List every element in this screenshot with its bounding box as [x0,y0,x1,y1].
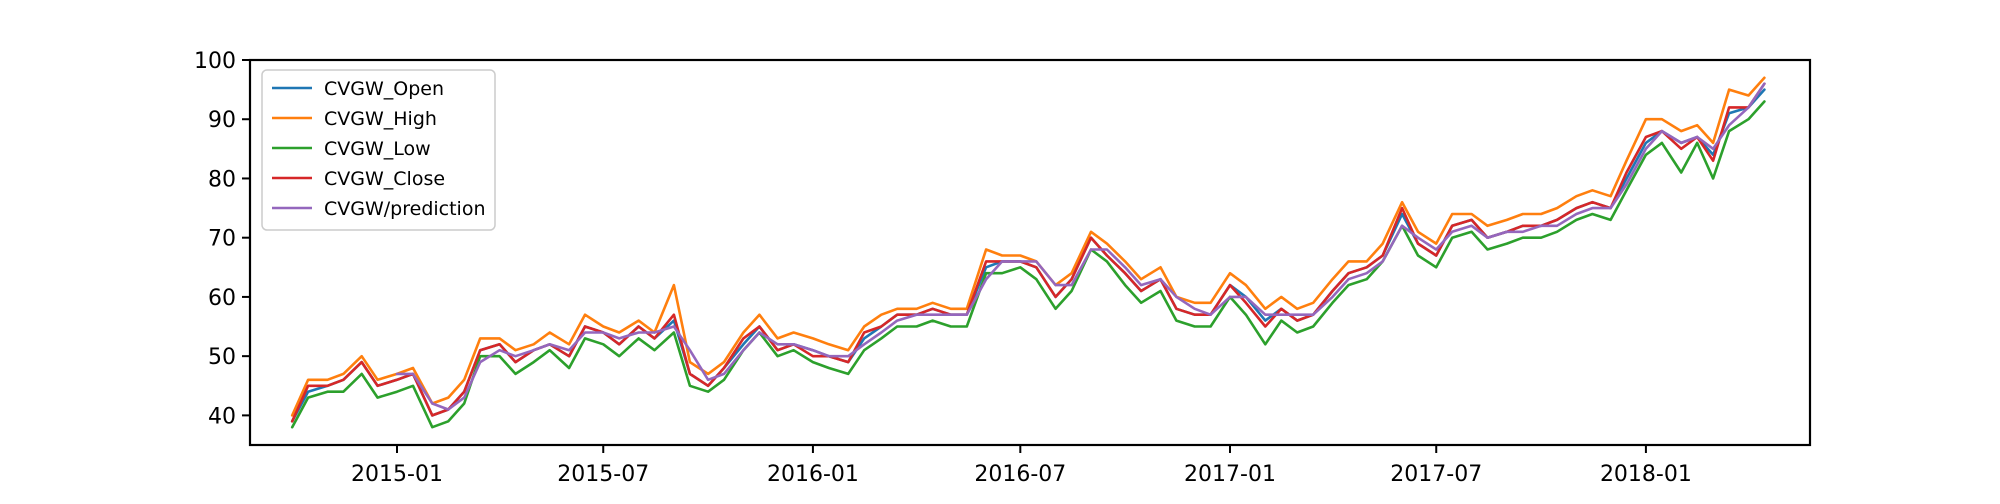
legend-label: CVGW_Low [324,138,431,160]
y-tick-label: 40 [208,404,236,429]
y-tick-label: 70 [208,227,236,252]
x-tick-label: 2015-01 [351,462,443,487]
x-tick-label: 2015-07 [557,462,649,487]
series-line-cvgw-high [290,76,1766,417]
y-tick-label: 90 [208,108,236,133]
x-tick-label: 2018-01 [1600,462,1692,487]
legend-label: CVGW_High [324,108,437,130]
axes: 40 50 60 70 80 90 100 2015-01 2015-07 2016-01 2016… [194,49,1812,487]
series-line-cvgw-prediction [395,82,1766,411]
x-tick-label: 2016-07 [974,462,1066,487]
x-tick-label: 2017-07 [1390,462,1482,487]
legend-label: CVGW_Open [324,78,444,100]
y-tick-label: 80 [208,167,236,192]
x-tick-label: 2017-01 [1184,462,1276,487]
y-tick-label: 100 [194,49,236,74]
series-line-cvgw-low [290,100,1766,429]
plot-frame [248,58,1812,447]
y-tick-label: 50 [208,345,236,370]
legend-label: CVGW_Close [324,168,445,190]
y-tick-label: 60 [208,286,236,311]
legend-label: CVGW/prediction [324,198,486,220]
x-tick-label: 2016-01 [767,462,859,487]
legend: CVGW_Open CVGW_High CVGW_Low CVGW_Close CVGW… [261,69,496,231]
legend-box [261,69,496,231]
series-lines [290,76,1766,429]
